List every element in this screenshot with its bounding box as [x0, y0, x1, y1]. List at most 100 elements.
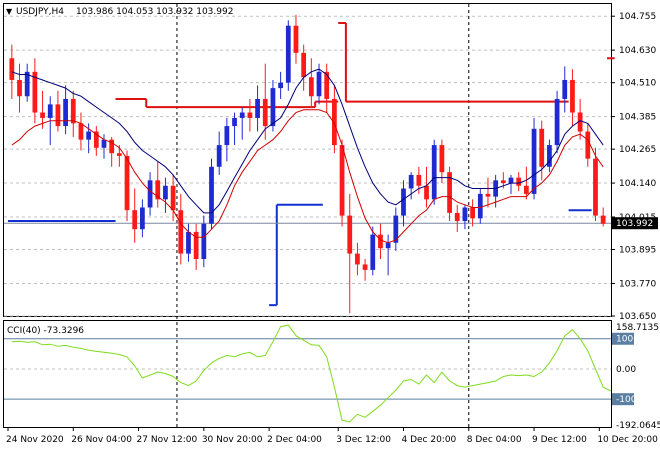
current-price-tag [612, 217, 658, 230]
candle-bear [308, 77, 314, 97]
candle-bull [547, 145, 552, 167]
candle-bull [385, 242, 391, 249]
time-axis: 24 Nov 2020 26 Nov 04:00 27 Nov 12:00 30 No… [6, 427, 658, 445]
candle-bear [124, 155, 130, 211]
candle-bear [416, 174, 422, 186]
time-tick-label: 10 Dec 20:00 [597, 435, 658, 445]
candle-bear [347, 215, 353, 254]
candle-bear [470, 207, 475, 219]
candle-bear [355, 253, 360, 265]
candle-bear [500, 180, 506, 184]
candle-bear [378, 234, 383, 249]
candle-bear [70, 98, 76, 124]
cci-tick-label: -100 [616, 395, 637, 405]
price-panel [3, 3, 612, 317]
candle-bear [32, 71, 38, 113]
cci-tick-label: -192.0645 [616, 421, 660, 431]
candle-bull [216, 145, 222, 167]
candle-bull [508, 177, 514, 184]
ma-slow-line [11, 68, 604, 214]
candle-bear [424, 185, 429, 200]
candle-bear [17, 79, 22, 97]
candle-bear [170, 185, 176, 211]
candles [9, 14, 606, 314]
candle-bear [247, 112, 253, 118]
chart-symbol: USDJPY,H4 [16, 7, 64, 17]
candle-bull [24, 71, 30, 97]
cci-tick-label: 100 [616, 335, 633, 345]
candle-bear [454, 212, 460, 222]
candle-bear [485, 193, 491, 197]
candle-bull [101, 139, 107, 148]
cci-tick-label: 158.7135 [616, 323, 659, 333]
candle-bear [516, 177, 522, 186]
candle-bear [439, 145, 445, 173]
cci-label: CCI(40) -73.3296 [7, 326, 84, 336]
candle-bull [232, 117, 237, 127]
candle-bear [600, 215, 606, 224]
candle-bull [209, 166, 214, 224]
candle-bull [316, 71, 322, 97]
time-tick-label: 26 Nov 04:00 [71, 435, 132, 445]
price-tick-label: 104.510 [619, 79, 656, 89]
candle-bear [585, 131, 591, 159]
candle-bear [447, 172, 452, 213]
time-tick-label: 3 Dec 12:00 [336, 435, 391, 445]
candle-bull [554, 98, 560, 146]
symbol-icon: ▼ [6, 7, 13, 16]
candle-bull [140, 207, 145, 230]
candle-bear [155, 180, 161, 200]
candle-bear [523, 185, 529, 194]
time-tick-label: 9 Dec 12:00 [532, 435, 587, 445]
candle-bear [577, 112, 583, 132]
candle-bull [462, 207, 468, 222]
price-tick-label: 103.650 [619, 312, 656, 322]
candle-bear [331, 98, 337, 146]
cci-indicator: 158.7135 100 0.00 -100 -192.0645 [4, 323, 660, 431]
candle-bear [78, 123, 84, 140]
candle-bull [270, 88, 276, 127]
price-tick-label: 104.265 [619, 145, 656, 155]
price-tick-label: 104.385 [619, 113, 656, 123]
candle-bull [47, 104, 53, 118]
candle-bull [285, 25, 291, 83]
candle-bear [109, 139, 115, 154]
candle-bear [262, 98, 268, 127]
time-tick-label: 27 Nov 12:00 [137, 435, 198, 445]
chart-ohlc: 103.986 104.053 103.932 103.992 [76, 7, 233, 17]
candle-bear [293, 25, 299, 53]
candle-bear [9, 58, 15, 80]
candle-bull [63, 98, 68, 127]
candle-bear [116, 153, 122, 156]
candle-bear [593, 158, 598, 216]
candle-bull [255, 98, 260, 118]
candle-bull [186, 231, 191, 254]
candle-bull [147, 180, 153, 208]
period-separators [176, 4, 470, 427]
time-tick-label: 2 Dec 04:00 [267, 435, 322, 445]
candle-bull [401, 188, 406, 216]
candle-bear [40, 112, 45, 118]
candle-bull [239, 112, 245, 118]
candle-bull [86, 131, 92, 140]
price-tick-label: 104.140 [619, 179, 656, 189]
candle-bear [55, 104, 61, 127]
candle-bear [93, 131, 99, 148]
moving-averages [11, 68, 604, 244]
candle-bull [562, 79, 568, 99]
candle-bear [324, 71, 330, 99]
candle-bear [539, 128, 545, 167]
price-axis: 104.755 104.630 104.510 104.385 104.265 104.1… [611, 12, 658, 322]
ma-fast-line [11, 109, 604, 244]
candle-bear [193, 231, 199, 260]
price-tick-label: 103.770 [619, 279, 656, 289]
candle-bear [339, 145, 345, 216]
candle-bull [393, 215, 399, 243]
cci-level-tag [612, 393, 634, 406]
candle-bull [370, 234, 376, 270]
candle-bull [408, 174, 414, 189]
candle-bear [362, 264, 368, 270]
time-tick-label: 4 Dec 20:00 [401, 435, 456, 445]
